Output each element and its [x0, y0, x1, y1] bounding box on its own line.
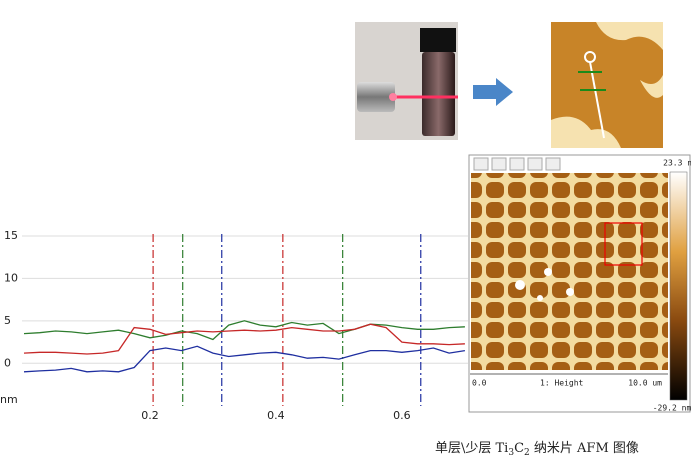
arrow — [473, 78, 513, 106]
profile-line — [23, 323, 465, 355]
afm-scale-end: 10.0 um — [628, 379, 662, 388]
caption-part: C — [514, 441, 524, 456]
x-tick-label: 0.2 — [141, 409, 159, 422]
profile-line — [23, 345, 466, 373]
vial-photo — [355, 22, 458, 140]
afm-min: -29.2 nm — [653, 404, 691, 413]
afm-channel: 1: Height — [540, 379, 584, 388]
caption-sub: 2 — [524, 448, 530, 458]
profile-plot: 15 10 5 0 nm 0.2 0.4 0.6 — [0, 229, 468, 422]
caption: 单层\少层 Ti3C2 纳米片 AFM 图像 — [435, 441, 639, 458]
afm-scale-start: 0.0 — [472, 379, 487, 388]
profile-line — [23, 320, 465, 341]
x-tick-label: 0.6 — [393, 409, 411, 422]
afm-panel: 23.3 nm -29.2 nm 0.0 1: Height 10.0 um — [468, 154, 691, 413]
caption-sub: 3 — [508, 448, 514, 458]
y-tick-label: 15 — [4, 229, 18, 242]
caption-part: 单层\少层 Ti — [435, 441, 508, 456]
y-tick-label: 0 — [4, 356, 11, 369]
afm-max: 23.3 nm — [663, 159, 691, 168]
afm-zoom — [551, 22, 663, 148]
y-tick-label: 5 — [4, 314, 11, 327]
x-tick-label: 0.4 — [267, 409, 285, 422]
caption-part: 纳米片 AFM 图像 — [530, 441, 639, 456]
y-axis-label: nm — [0, 393, 18, 406]
y-tick-label: 10 — [4, 271, 18, 284]
